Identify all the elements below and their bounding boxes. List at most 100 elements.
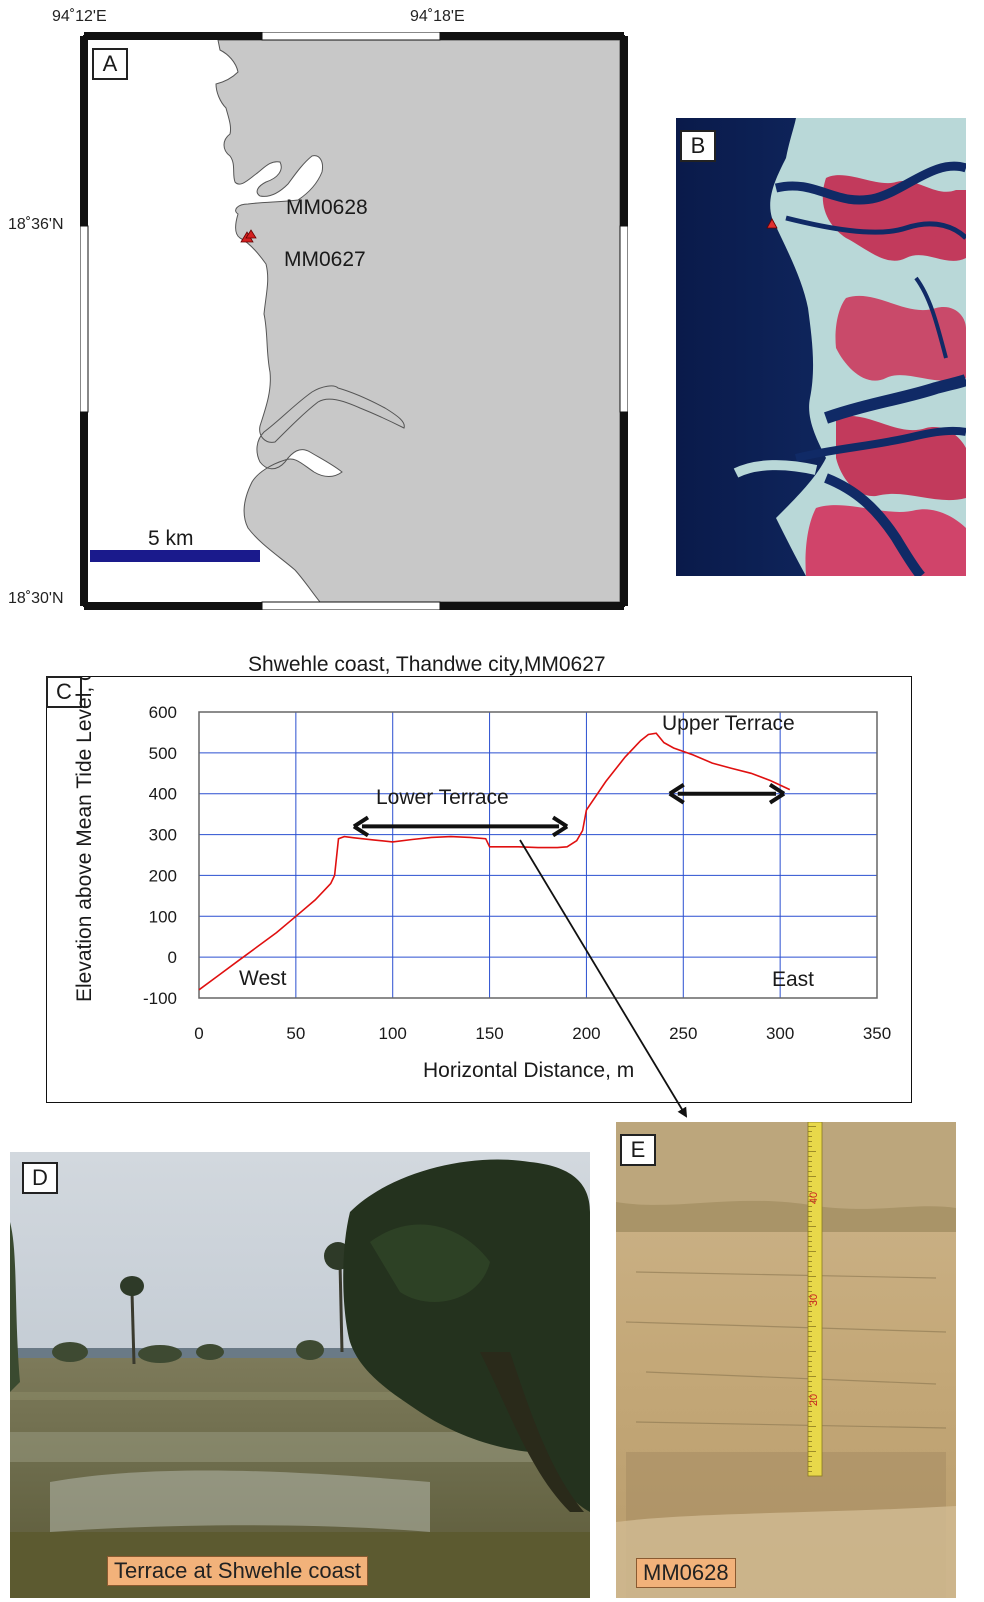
site-label-mm0627: MM0627 <box>284 248 366 271</box>
panel-e-letter: E <box>620 1134 656 1166</box>
scale-bar-label: 5 km <box>148 527 194 550</box>
x-tick-label: 200 <box>572 1024 600 1043</box>
tape-tick <box>808 1466 812 1467</box>
tape-tick <box>808 1206 812 1207</box>
tape-tick <box>808 1316 812 1317</box>
tape-tick <box>808 1446 812 1447</box>
tape-tick <box>808 1236 812 1237</box>
tape-tick <box>808 1176 816 1177</box>
tape-tick <box>808 1311 812 1312</box>
y-tick-label: -100 <box>143 989 177 1008</box>
tape-tick <box>808 1161 812 1162</box>
tape-tick <box>808 1321 812 1322</box>
y-tick-label: 0 <box>168 948 177 967</box>
tape-tick <box>808 1396 812 1397</box>
tape-tick <box>808 1231 812 1232</box>
tape-tick <box>808 1436 812 1437</box>
plot-area <box>198 711 878 999</box>
tape-tick <box>808 1416 812 1417</box>
site-label-mm0628: MM0628 <box>286 196 368 219</box>
panel-e-photo: E 40 30 20 MM0628 <box>616 1122 956 1598</box>
chart-title: Shwehle coast, Thandwe city,MM0627 <box>248 653 606 676</box>
panel-d-letter: D <box>22 1162 58 1194</box>
tape-tick <box>808 1211 812 1212</box>
tape-tick <box>808 1291 812 1292</box>
y-tick-label: 100 <box>149 907 177 926</box>
tape-tick <box>808 1386 812 1387</box>
tape-tick <box>808 1431 812 1432</box>
east-label: East <box>772 968 814 991</box>
y-tick-label: 400 <box>149 785 177 804</box>
panel-a-map: 94˚12'E 94˚18'E 18˚36'N 18˚30'N A MM0628… <box>0 0 640 620</box>
x-tick-label: 250 <box>669 1024 697 1043</box>
tape-tick <box>808 1421 812 1422</box>
tape-tick <box>808 1411 812 1412</box>
panel-b-letter: B <box>680 130 716 162</box>
lon-label-1: 94˚12'E <box>52 8 107 25</box>
land-mass <box>215 39 621 603</box>
profile-chart: 600 500 400 300 200 100 0 -100 0 50 100 150 200 250 3… <box>73 676 891 1082</box>
x-axis-label: Horizontal Distance, m <box>423 1059 634 1082</box>
panel-d-caption: Terrace at Shwehle coast <box>107 1556 369 1586</box>
tape-tick <box>808 1201 816 1202</box>
tape-tick <box>808 1146 812 1147</box>
tape-tick <box>808 1126 816 1127</box>
tape-tick <box>808 1131 812 1132</box>
tape-tick <box>808 1346 812 1347</box>
trench-photo <box>616 1122 956 1598</box>
lon-label-2: 94˚18'E <box>410 8 465 25</box>
tape-mark-30: 30 <box>808 1293 821 1307</box>
tape-tick <box>808 1296 812 1297</box>
tape-tick <box>808 1156 812 1157</box>
tape-tick <box>808 1181 812 1182</box>
tape-tick <box>808 1306 812 1307</box>
tape-tick <box>808 1341 812 1342</box>
tape-tick <box>808 1356 812 1357</box>
x-tick-label: 50 <box>286 1024 305 1043</box>
tape-tick <box>808 1136 812 1137</box>
site-marker-mm0628 <box>245 229 257 239</box>
tape-tick <box>808 1381 812 1382</box>
panel-c-chart-frame <box>46 676 912 1103</box>
x-tick-label: 150 <box>475 1024 503 1043</box>
tape-tick <box>808 1256 812 1257</box>
tape-tick <box>808 1141 812 1142</box>
y-tick-labels: 600 500 400 300 200 100 0 -100 <box>143 703 177 1008</box>
satellite-site-marker <box>766 218 778 229</box>
satellite-image <box>676 118 966 576</box>
tape-tick <box>808 1216 812 1217</box>
tape-tick <box>808 1246 812 1247</box>
tape-tick <box>808 1471 812 1472</box>
y-tick-label: 200 <box>149 866 177 885</box>
x-tick-label: 0 <box>194 1024 203 1043</box>
panel-e-caption: MM0628 <box>636 1558 736 1588</box>
panel-b-satellite: B <box>676 118 966 576</box>
measuring-tape <box>807 1122 823 1477</box>
panel-c-letter: C <box>46 676 82 708</box>
tape-tick <box>808 1336 812 1337</box>
tape-tick <box>808 1286 812 1287</box>
tape-tick <box>808 1301 816 1302</box>
tape-tick <box>808 1221 812 1222</box>
tape-tick <box>808 1371 812 1372</box>
tape-tick <box>808 1326 816 1327</box>
tape-tick <box>808 1276 816 1277</box>
tape-tick <box>808 1226 816 1227</box>
tape-tick <box>808 1281 812 1282</box>
panel-a-letter: A <box>92 48 128 80</box>
x-tick-label: 100 <box>379 1024 407 1043</box>
profile-series-line <box>198 732 791 991</box>
tape-tick <box>808 1441 812 1442</box>
tape-tick <box>808 1191 812 1192</box>
tape-tick <box>808 1266 812 1267</box>
tape-tick <box>808 1401 816 1402</box>
tape-mark-20: 20 <box>808 1393 821 1407</box>
tape-tick <box>808 1166 812 1167</box>
terrace-extent-arrow <box>352 815 569 838</box>
tape-tick <box>808 1456 812 1457</box>
lower-terrace-label: Lower Terrace <box>376 786 509 809</box>
x-tick-labels: 0 50 100 150 200 250 300 350 <box>194 1024 891 1043</box>
terrace-photo <box>10 1152 590 1598</box>
tape-tick <box>808 1186 812 1187</box>
tape-tick <box>808 1376 816 1377</box>
